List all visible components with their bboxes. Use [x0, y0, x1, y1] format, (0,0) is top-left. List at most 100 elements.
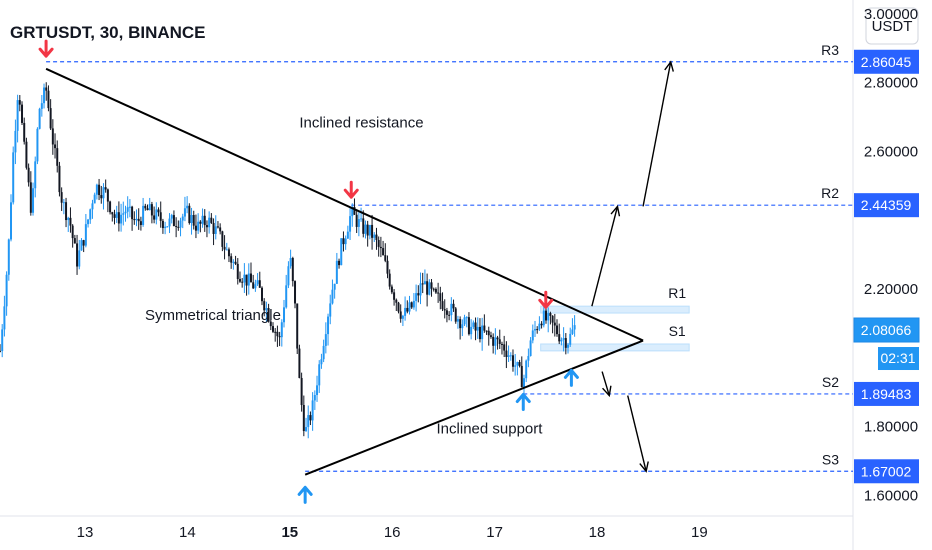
- candle-body: [382, 248, 385, 256]
- candle-body: [333, 283, 336, 290]
- candle-body: [353, 206, 356, 215]
- candle-body: [40, 103, 43, 109]
- candle-body: [527, 355, 530, 361]
- candle-body: [62, 202, 65, 204]
- candle-body: [476, 326, 479, 331]
- candle-body: [212, 222, 215, 234]
- price-axis[interactable]: 1.60000 1.80000 2.20000 2.60000 2.80000 3.000…: [864, 6, 918, 505]
- candle-body: [280, 322, 283, 338]
- candle-body: [179, 220, 182, 228]
- candle-body: [25, 141, 28, 168]
- candle-body: [340, 238, 343, 266]
- candle-body: [148, 204, 151, 211]
- candle-body: [142, 205, 145, 225]
- candle-body: [80, 240, 83, 251]
- candle-body: [104, 187, 107, 190]
- candle-body: [362, 218, 365, 234]
- level-lines: R3 R2 S2 S3: [46, 42, 853, 472]
- candle-body: [305, 427, 308, 432]
- candle-body: [172, 215, 175, 227]
- candle-body: [309, 415, 312, 421]
- candle-body: [569, 333, 572, 345]
- candle-body: [98, 184, 101, 196]
- candle-body: [302, 405, 305, 432]
- candle-body: [29, 182, 32, 213]
- level-price-tag-label: 2.86045: [861, 54, 912, 70]
- arrow-up-icon: [515, 392, 531, 411]
- candle-body: [562, 338, 565, 340]
- candle-body: [483, 325, 486, 331]
- candle-body: [291, 257, 294, 282]
- candle-body: [406, 307, 409, 312]
- candle-body: [58, 165, 61, 193]
- candle-body: [128, 206, 131, 208]
- zone-s1: [540, 343, 690, 352]
- candle-body: [342, 238, 345, 245]
- candle-body: [236, 263, 239, 279]
- candle-body: [335, 260, 338, 284]
- candle-body: [285, 285, 288, 308]
- candle-body: [366, 224, 369, 236]
- level-name-s3: S3: [822, 451, 839, 467]
- candle-body: [43, 87, 46, 104]
- time-tick-label: 19: [691, 524, 708, 541]
- candle-body: [300, 377, 303, 406]
- scenario-arrows: [591, 60, 674, 473]
- time-axis[interactable]: 13 14 15 16 17 18 19: [77, 524, 708, 541]
- candle-body: [441, 301, 444, 310]
- candle-body: [258, 280, 261, 288]
- candle-body: [379, 246, 382, 249]
- candle-body: [205, 225, 208, 228]
- candle-body: [573, 325, 576, 330]
- candle-body: [522, 378, 525, 388]
- trendlines: [45, 67, 644, 476]
- sr-zones: R1 S1: [540, 285, 690, 352]
- candle-body: [122, 213, 125, 215]
- candle-body: [538, 323, 541, 330]
- candle-body: [133, 219, 136, 221]
- candle-body: [452, 303, 455, 309]
- candle-body: [428, 282, 431, 295]
- candle-body: [135, 218, 138, 221]
- zone-r1: [540, 305, 690, 314]
- annotation-label: Symmetrical triangle: [145, 307, 281, 324]
- candle-body: [117, 212, 120, 224]
- candle-body: [93, 194, 96, 204]
- candle-body: [375, 234, 378, 241]
- time-tick-label: 15: [281, 524, 298, 541]
- candle-body: [410, 302, 413, 308]
- candle-body: [467, 317, 470, 335]
- candle-body: [5, 274, 8, 307]
- candle-body: [404, 307, 407, 316]
- level-price-tag-label: 2.44359: [861, 197, 912, 213]
- candle-body: [500, 343, 503, 345]
- candle-body: [34, 161, 37, 189]
- annotation-label: Inclined resistance: [299, 114, 423, 131]
- candle-body: [71, 225, 74, 239]
- candle-body: [408, 302, 411, 312]
- scenario-arrow-head: [610, 204, 621, 217]
- candle-body: [401, 315, 404, 319]
- candle-body: [269, 321, 272, 327]
- scenario-arrow-head: [664, 60, 674, 72]
- candle-body: [430, 282, 433, 289]
- candle-body: [390, 286, 393, 293]
- candle-body: [67, 217, 70, 221]
- candle-body: [445, 310, 448, 315]
- candle-body: [415, 293, 418, 301]
- candle-body: [564, 338, 567, 348]
- arrow-down-icon: [538, 290, 554, 309]
- candle-body: [373, 234, 376, 238]
- candle-body: [51, 128, 54, 145]
- candle-body: [507, 355, 510, 357]
- scenario-arrow-line: [601, 371, 610, 396]
- candle-body: [322, 345, 325, 360]
- price-tick-label: 1.80000: [864, 419, 918, 436]
- candle-body: [349, 216, 352, 232]
- candle-body: [533, 329, 536, 331]
- candle-body: [38, 108, 41, 129]
- candle-body: [109, 201, 112, 213]
- candle-body: [474, 322, 477, 331]
- currency-button[interactable]: USDT: [865, 7, 919, 45]
